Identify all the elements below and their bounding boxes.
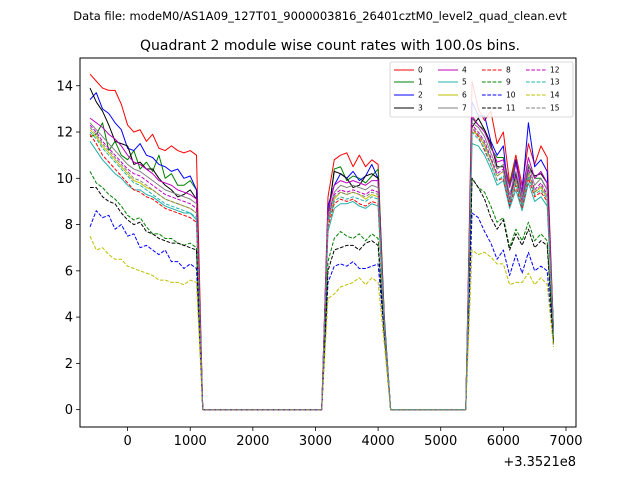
series-line-9	[89, 171, 554, 411]
legend-label-1: 1	[418, 78, 423, 87]
legend-label-11: 11	[506, 104, 516, 113]
x-tick-label: 2000	[236, 434, 269, 449]
x-tick-label: 0	[123, 434, 131, 449]
legend-label-3: 3	[418, 104, 423, 113]
chart-title: Quadrant 2 module wise count rates with …	[140, 38, 520, 54]
legend-label-9: 9	[506, 78, 511, 87]
legend-label-6: 6	[462, 91, 467, 100]
figure-suptitle: Data file: modeM0/AS1A09_127T01_90000038…	[73, 9, 567, 23]
series-line-14	[89, 235, 554, 411]
x-tick-label: 3000	[299, 434, 332, 449]
x-tick-label: 1000	[174, 434, 207, 449]
y-tick-label: 10	[56, 172, 73, 187]
legend-label-4: 4	[462, 66, 467, 75]
x-tick-label: 4000	[362, 434, 395, 449]
legend-label-13: 13	[550, 78, 560, 87]
y-tick-label: 14	[56, 79, 73, 94]
y-tick-label: 0	[65, 403, 73, 418]
y-tick-label: 12	[56, 126, 73, 141]
plot-area-frame	[79, 57, 577, 428]
legend-label-0: 0	[418, 66, 423, 75]
legend-label-10: 10	[506, 91, 516, 100]
legend-label-15: 15	[550, 104, 560, 113]
x-axis-ticks: 0 1000 2000 3000 4000 5000 6000 7000	[123, 427, 583, 449]
x-tick-label: 7000	[549, 434, 582, 449]
y-tick-label: 6	[65, 264, 73, 279]
y-tick-label: 4	[65, 311, 73, 326]
y-axis-ticks: 0 2 4 6 8 10 12 14	[56, 79, 80, 418]
legend-label-14: 14	[550, 91, 560, 100]
series-line-13	[89, 131, 554, 411]
legend-label-12: 12	[550, 66, 560, 75]
x-axis-offset-label: +3.3521e8	[503, 455, 576, 470]
legend-label-7: 7	[462, 104, 467, 113]
series-lines	[89, 73, 554, 411]
y-tick-label: 8	[65, 218, 73, 233]
legend-label-2: 2	[418, 91, 423, 100]
x-tick-label: 6000	[487, 434, 520, 449]
legend-label-8: 8	[506, 66, 511, 75]
y-tick-label: 2	[65, 357, 73, 372]
legend-frame	[389, 61, 574, 118]
series-line-15	[89, 126, 554, 411]
legend-label-5: 5	[462, 78, 467, 87]
x-tick-label: 5000	[424, 434, 457, 449]
